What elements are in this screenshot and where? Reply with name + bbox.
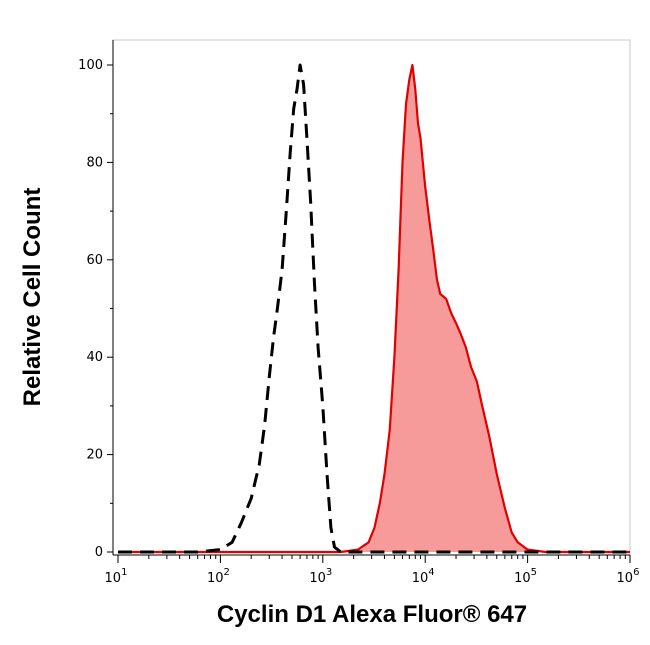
x-axis-title: Cyclin D1 Alexa Fluor® 647 xyxy=(217,601,527,628)
y-tick-label: 80 xyxy=(86,155,103,170)
y-tick-label: 40 xyxy=(86,350,103,365)
y-tick-group: 0 20 40 60 80 100 xyxy=(78,58,113,560)
plot-frame xyxy=(112,39,631,556)
x-tick-label: 104 xyxy=(412,567,435,586)
series-1-line xyxy=(118,63,630,554)
x-tick-group: 101 102 103 104 105 106 xyxy=(105,555,640,586)
x-tick-label: 106 xyxy=(617,567,640,586)
y-tick-label: 60 xyxy=(86,253,103,268)
x-tick-label: 102 xyxy=(207,567,230,586)
series-0-line xyxy=(118,63,630,554)
y-axis-title: Relative Cell Count xyxy=(19,188,46,407)
y-tick-label: 20 xyxy=(86,448,103,463)
y-tick-label: 0 xyxy=(95,545,103,560)
x-tick-label: 103 xyxy=(309,567,332,586)
y-tick-label: 100 xyxy=(78,58,103,73)
series-1-area xyxy=(118,65,630,552)
x-tick-label: 105 xyxy=(514,567,537,586)
x-tick-label: 101 xyxy=(105,567,128,586)
series-layer xyxy=(118,63,630,554)
